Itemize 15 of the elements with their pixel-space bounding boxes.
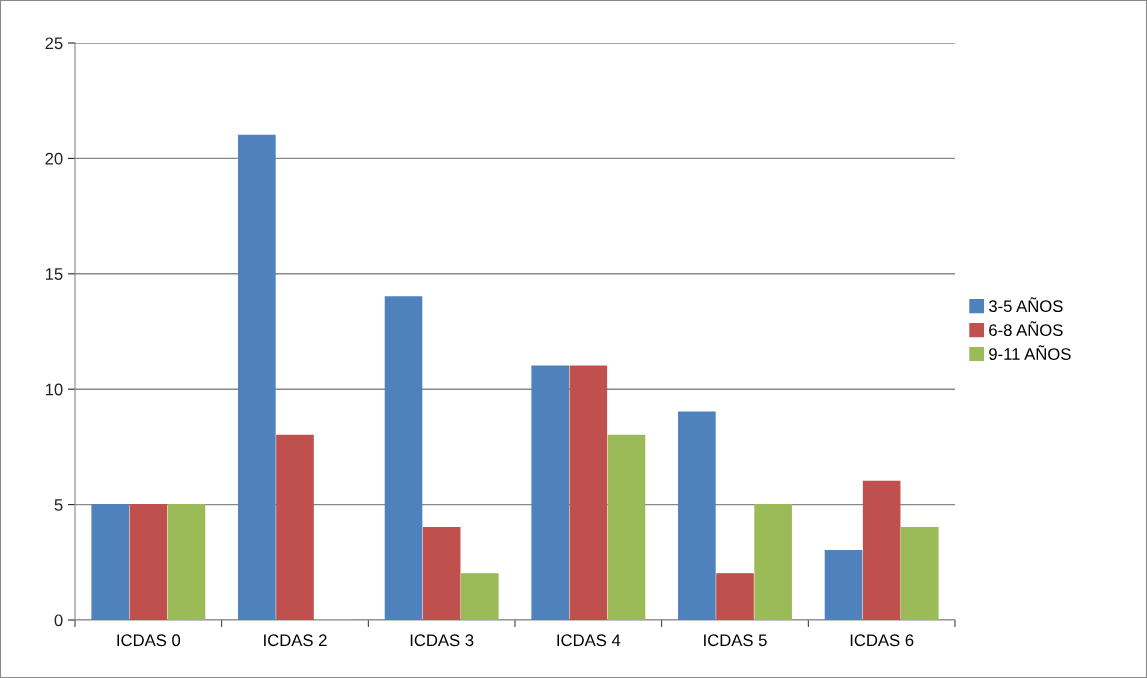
y-tick-label: 5	[54, 499, 63, 511]
x-tick-label: ICDAS 5	[704, 634, 767, 647]
x-tick-label: ICDAS 0	[117, 634, 181, 647]
y-tick-label: 20	[45, 152, 63, 165]
x-tick-label: ICDAS 6	[850, 634, 914, 647]
legend-label: 3-5 AÑOS	[988, 297, 1063, 313]
legend-label: 9-11 AÑOS	[989, 345, 1071, 360]
legend-label: 6-8 AÑOS	[989, 321, 1063, 337]
y-tick-label: 0	[54, 614, 63, 627]
y-tick-label: 25	[45, 37, 63, 50]
x-tick-label: ICDAS 3	[410, 634, 474, 647]
y-tick-label: 15	[45, 268, 63, 280]
x-tick-label: ICDAS 4	[557, 634, 621, 647]
x-tick-label: ICDAS 2	[264, 634, 327, 647]
y-tick-label: 10	[45, 383, 63, 396]
